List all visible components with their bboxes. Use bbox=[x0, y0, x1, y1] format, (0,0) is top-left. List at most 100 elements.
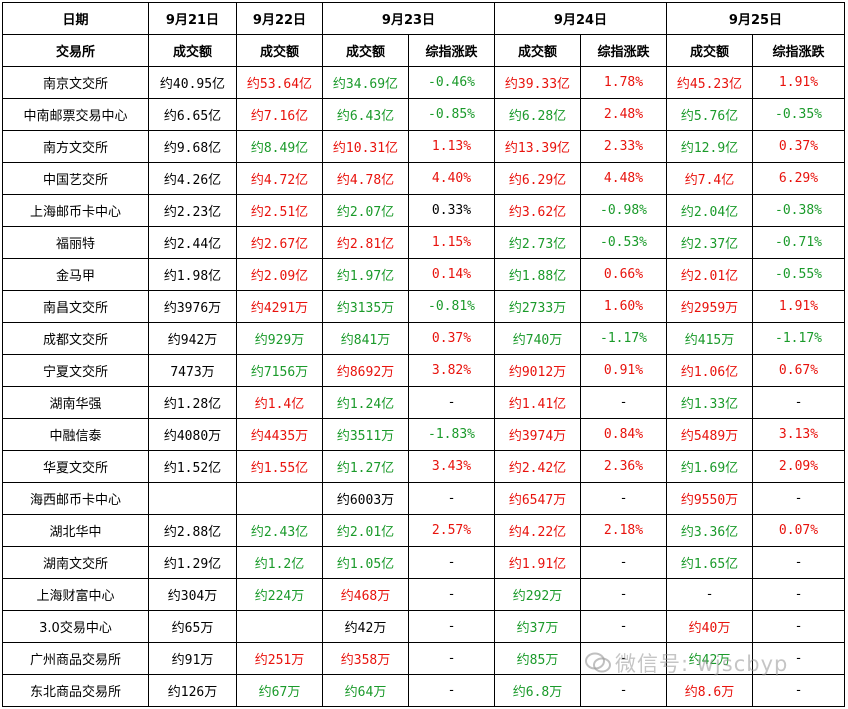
cell-0925-turnover: 约42万 bbox=[666, 642, 753, 675]
cell-0921-turnover: 约2.44亿 bbox=[148, 226, 237, 259]
cell-0921-turnover: 7473万 bbox=[148, 354, 237, 387]
table-row: 湖南文交所 约1.29亿 约1.2亿 约1.05亿 - 约1.91亿 - 约1.65亿 - bbox=[2, 546, 845, 579]
cell-0923-turnover: 约42万 bbox=[322, 610, 409, 643]
cell-0922-turnover bbox=[236, 482, 323, 515]
cell-0925-turnover: 约2.37亿 bbox=[666, 226, 753, 259]
exchange-name: 湖南文交所 bbox=[2, 546, 149, 579]
index-change-header: 综指涨跌 bbox=[752, 34, 845, 67]
cell-0924-index-change: - bbox=[580, 482, 667, 515]
cell-0924-index-change: 2.18% bbox=[580, 514, 667, 547]
cell-0924-turnover: 约6.8万 bbox=[494, 674, 581, 707]
cell-0922-turnover bbox=[236, 610, 323, 643]
date-col-3: 9月23日 bbox=[322, 2, 495, 35]
cell-0925-index-change: -1.17% bbox=[752, 322, 845, 355]
cell-0921-turnover: 约4.26亿 bbox=[148, 162, 237, 195]
table-row: 成都文交所 约942万 约929万 约841万 0.37% 约740万 -1.17% 约415… bbox=[2, 322, 845, 355]
cell-0921-turnover: 约2.88亿 bbox=[148, 514, 237, 547]
cell-0922-turnover: 约4.72亿 bbox=[236, 162, 323, 195]
cell-0925-index-change: - bbox=[752, 546, 845, 579]
cell-0924-turnover: 约6.29亿 bbox=[494, 162, 581, 195]
turnover-header: 成交额 bbox=[322, 34, 409, 67]
cell-0923-turnover: 约8692万 bbox=[322, 354, 409, 387]
cell-0925-index-change: -0.71% bbox=[752, 226, 845, 259]
cell-0925-turnover: 约2959万 bbox=[666, 290, 753, 323]
cell-0924-turnover: 约2.73亿 bbox=[494, 226, 581, 259]
cell-0924-index-change: 0.66% bbox=[580, 258, 667, 291]
cell-0925-index-change: - bbox=[752, 386, 845, 419]
cell-0923-turnover: 约3511万 bbox=[322, 418, 409, 451]
cell-0922-turnover: 约8.49亿 bbox=[236, 130, 323, 163]
exchange-name: 上海财富中心 bbox=[2, 578, 149, 611]
cell-0923-turnover: 约1.97亿 bbox=[322, 258, 409, 291]
cell-0922-turnover: 约2.09亿 bbox=[236, 258, 323, 291]
cell-0925-turnover: 约8.6万 bbox=[666, 674, 753, 707]
cell-0925-turnover: 约5489万 bbox=[666, 418, 753, 451]
date-col-4: 9月24日 bbox=[494, 2, 667, 35]
cell-0925-index-change: - bbox=[752, 642, 845, 675]
cell-0922-turnover: 约1.2亿 bbox=[236, 546, 323, 579]
cell-0925-index-change: - bbox=[752, 674, 845, 707]
cell-0924-turnover: 约3974万 bbox=[494, 418, 581, 451]
cell-0925-turnover: 约40万 bbox=[666, 610, 753, 643]
cell-0924-index-change: -0.53% bbox=[580, 226, 667, 259]
cell-0925-turnover: 约12.9亿 bbox=[666, 130, 753, 163]
table-row: 中南邮票交易中心 约6.65亿 约7.16亿 约6.43亿 -0.85% 约6.28亿 2.… bbox=[2, 98, 845, 131]
cell-0925-index-change: 6.29% bbox=[752, 162, 845, 195]
date-col-5: 9月25日 bbox=[666, 2, 845, 35]
cell-0925-turnover: 约45.23亿 bbox=[666, 66, 753, 99]
cell-0921-turnover: 约1.98亿 bbox=[148, 258, 237, 291]
exchange-name: 华夏文交所 bbox=[2, 450, 149, 483]
cell-0923-turnover: 约6.43亿 bbox=[322, 98, 409, 131]
cell-0925-index-change: -0.38% bbox=[752, 194, 845, 227]
cell-0921-turnover: 约126万 bbox=[148, 674, 237, 707]
cell-0922-turnover: 约4291万 bbox=[236, 290, 323, 323]
cell-0923-turnover: 约4.78亿 bbox=[322, 162, 409, 195]
date-col-1: 9月21日 bbox=[148, 2, 237, 35]
cell-0922-turnover: 约53.64亿 bbox=[236, 66, 323, 99]
cell-0923-turnover: 约10.31亿 bbox=[322, 130, 409, 163]
table-row: 南昌文交所 约3976万 约4291万 约3135万 -0.81% 约2733万 1.60%… bbox=[2, 290, 845, 323]
exchange-name: 中融信泰 bbox=[2, 418, 149, 451]
exchange-name: 湖北华中 bbox=[2, 514, 149, 547]
cell-0924-index-change: -1.17% bbox=[580, 322, 667, 355]
cell-0924-turnover: 约6.28亿 bbox=[494, 98, 581, 131]
cell-0925-turnover: 约7.4亿 bbox=[666, 162, 753, 195]
cell-0922-turnover: 约7.16亿 bbox=[236, 98, 323, 131]
cell-0923-turnover: 约34.69亿 bbox=[322, 66, 409, 99]
cell-0922-turnover: 约2.67亿 bbox=[236, 226, 323, 259]
exchange-name: 中南邮票交易中心 bbox=[2, 98, 149, 131]
cell-0924-index-change: - bbox=[580, 674, 667, 707]
table-row: 上海邮币卡中心 约2.23亿 约2.51亿 约2.07亿 0.33% 约3.62亿 -0.9… bbox=[2, 194, 845, 227]
cell-0924-turnover: 约1.88亿 bbox=[494, 258, 581, 291]
exchange-label: 交易所 bbox=[2, 34, 149, 67]
cell-0923-index-change: 0.33% bbox=[408, 194, 495, 227]
cell-0923-turnover: 约358万 bbox=[322, 642, 409, 675]
cell-0925-index-change: 3.13% bbox=[752, 418, 845, 451]
cell-0924-turnover: 约740万 bbox=[494, 322, 581, 355]
cell-0923-turnover: 约3135万 bbox=[322, 290, 409, 323]
cell-0923-index-change: - bbox=[408, 642, 495, 675]
exchange-name: 上海邮币卡中心 bbox=[2, 194, 149, 227]
cell-0923-index-change: -1.83% bbox=[408, 418, 495, 451]
cell-0921-turnover: 约1.52亿 bbox=[148, 450, 237, 483]
cell-0924-index-change: 1.60% bbox=[580, 290, 667, 323]
table-row: 广州商品交易所 约91万 约251万 约358万 - 约85万 - 约42万 - bbox=[2, 642, 845, 675]
cell-0925-index-change: - bbox=[752, 482, 845, 515]
cell-0923-index-change: 0.14% bbox=[408, 258, 495, 291]
index-change-header: 综指涨跌 bbox=[580, 34, 667, 67]
cell-0924-index-change: - bbox=[580, 386, 667, 419]
cell-0923-index-change: - bbox=[408, 674, 495, 707]
cell-0922-turnover: 约67万 bbox=[236, 674, 323, 707]
cell-0925-turnover: 约3.36亿 bbox=[666, 514, 753, 547]
cell-0924-turnover: 约9012万 bbox=[494, 354, 581, 387]
exchange-name: 金马甲 bbox=[2, 258, 149, 291]
exchange-name: 广州商品交易所 bbox=[2, 642, 149, 675]
cell-0921-turnover: 约40.95亿 bbox=[148, 66, 237, 99]
cell-0923-index-change: - bbox=[408, 578, 495, 611]
exchange-name: 宁夏文交所 bbox=[2, 354, 149, 387]
cell-0923-index-change: - bbox=[408, 610, 495, 643]
cell-0922-turnover: 约1.4亿 bbox=[236, 386, 323, 419]
cell-0925-index-change: 0.07% bbox=[752, 514, 845, 547]
cell-0925-turnover: 约2.01亿 bbox=[666, 258, 753, 291]
